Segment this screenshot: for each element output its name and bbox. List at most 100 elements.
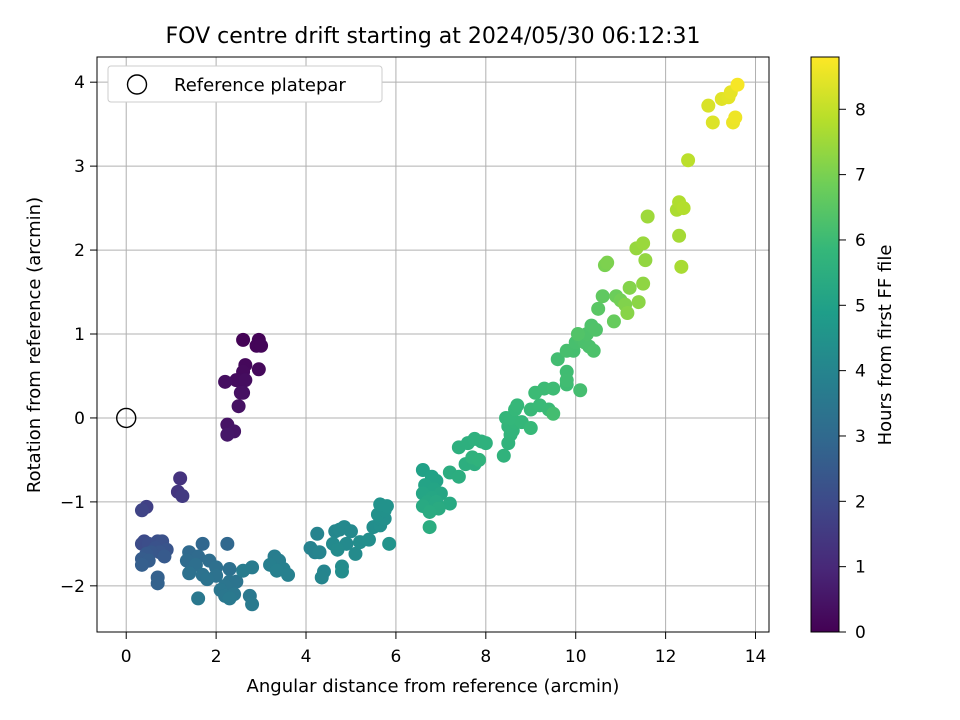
colorbar-tick-label: 0 xyxy=(855,623,866,643)
colorbar xyxy=(810,56,840,633)
data-point xyxy=(343,524,358,539)
data-point xyxy=(681,153,696,168)
x-tick-label: 0 xyxy=(121,647,132,667)
data-point xyxy=(233,385,248,400)
data-point xyxy=(334,564,349,579)
data-point xyxy=(422,520,437,535)
y-tick-label: −2 xyxy=(60,577,85,597)
y-axis: −2 −1 0 1 2 3 4 xyxy=(60,73,97,597)
data-point xyxy=(231,399,246,414)
colorbar-tick-label: 1 xyxy=(855,558,866,578)
x-tick-label: 12 xyxy=(655,647,677,667)
data-point xyxy=(640,209,655,224)
data-point xyxy=(559,373,574,388)
colorbar-tick-label: 6 xyxy=(855,231,866,251)
data-point xyxy=(251,362,266,377)
data-point xyxy=(229,574,244,589)
y-tick-label: −1 xyxy=(60,493,85,513)
data-point xyxy=(595,289,610,304)
data-point xyxy=(348,546,363,561)
data-point xyxy=(314,570,329,585)
colorbar-label: Hours from first FF file xyxy=(875,245,896,446)
data-point xyxy=(591,301,606,316)
data-point xyxy=(195,536,210,551)
data-point xyxy=(134,557,149,572)
data-point xyxy=(238,373,253,388)
data-point xyxy=(175,489,190,504)
data-point xyxy=(588,322,603,337)
data-point xyxy=(281,567,296,582)
data-point xyxy=(422,504,437,519)
legend-box xyxy=(107,65,383,103)
x-axis: 0 2 4 6 8 10 12 14 xyxy=(121,632,767,667)
data-point xyxy=(730,77,745,92)
data-point xyxy=(220,536,235,551)
y-tick-label: 4 xyxy=(74,73,85,93)
x-axis-label: Angular distance from reference (arcmin) xyxy=(247,676,620,697)
y-tick-label: 3 xyxy=(74,157,85,177)
data-point xyxy=(728,110,743,125)
data-point xyxy=(157,549,172,564)
data-point xyxy=(600,255,615,270)
data-point xyxy=(361,532,376,547)
data-point xyxy=(570,327,585,342)
x-tick-label: 14 xyxy=(745,647,767,667)
data-point xyxy=(559,343,574,358)
data-point xyxy=(191,591,206,606)
data-point xyxy=(220,427,235,442)
data-point xyxy=(701,98,716,113)
data-point xyxy=(550,352,565,367)
data-point xyxy=(451,469,466,484)
data-point xyxy=(472,452,487,467)
data-point xyxy=(496,448,511,463)
data-point xyxy=(638,253,653,268)
data-point xyxy=(150,576,165,591)
y-axis-label: Rotation from reference (arcmin) xyxy=(24,197,45,493)
data-point xyxy=(631,295,646,310)
data-point xyxy=(269,563,284,578)
colorbar-tick-label: 2 xyxy=(855,492,866,512)
data-point xyxy=(674,259,689,274)
data-point xyxy=(382,536,397,551)
data-point xyxy=(312,545,327,560)
colorbar-tick-label: 4 xyxy=(855,362,866,382)
data-point xyxy=(134,503,149,518)
x-tick-label: 8 xyxy=(480,647,491,667)
data-point xyxy=(672,228,687,243)
data-point xyxy=(523,421,538,436)
x-tick-label: 6 xyxy=(391,647,402,667)
data-point xyxy=(254,338,269,353)
y-tick-label: 1 xyxy=(74,325,85,345)
y-tick-label: 2 xyxy=(74,241,85,261)
data-point xyxy=(510,398,525,413)
data-points xyxy=(134,77,745,612)
data-point xyxy=(236,563,251,578)
colorbar-tick-label: 3 xyxy=(855,427,866,447)
data-point xyxy=(606,314,621,329)
data-point xyxy=(546,381,561,396)
data-point xyxy=(620,306,635,321)
legend-entry: Reference platepar xyxy=(174,75,346,96)
data-point xyxy=(705,115,720,130)
data-point xyxy=(182,566,197,581)
data-point xyxy=(245,597,260,612)
colorbar-tick-label: 5 xyxy=(855,296,866,316)
reference-platepar-marker xyxy=(116,407,137,429)
data-point xyxy=(622,280,637,295)
data-point xyxy=(546,406,561,421)
data-point xyxy=(330,542,345,557)
data-point xyxy=(200,572,215,587)
data-point xyxy=(310,526,325,541)
colorbar-ticks: 0 1 2 3 4 5 6 7 8 xyxy=(839,100,866,643)
colorbar-tick-label: 7 xyxy=(855,166,866,186)
data-point xyxy=(676,201,691,216)
data-point xyxy=(636,236,651,251)
data-point xyxy=(236,332,251,347)
x-tick-label: 2 xyxy=(211,647,222,667)
data-point xyxy=(218,374,233,389)
y-tick-label: 0 xyxy=(74,409,85,429)
data-point xyxy=(373,497,388,512)
plot-area-frame xyxy=(96,56,770,633)
data-point xyxy=(636,276,651,291)
